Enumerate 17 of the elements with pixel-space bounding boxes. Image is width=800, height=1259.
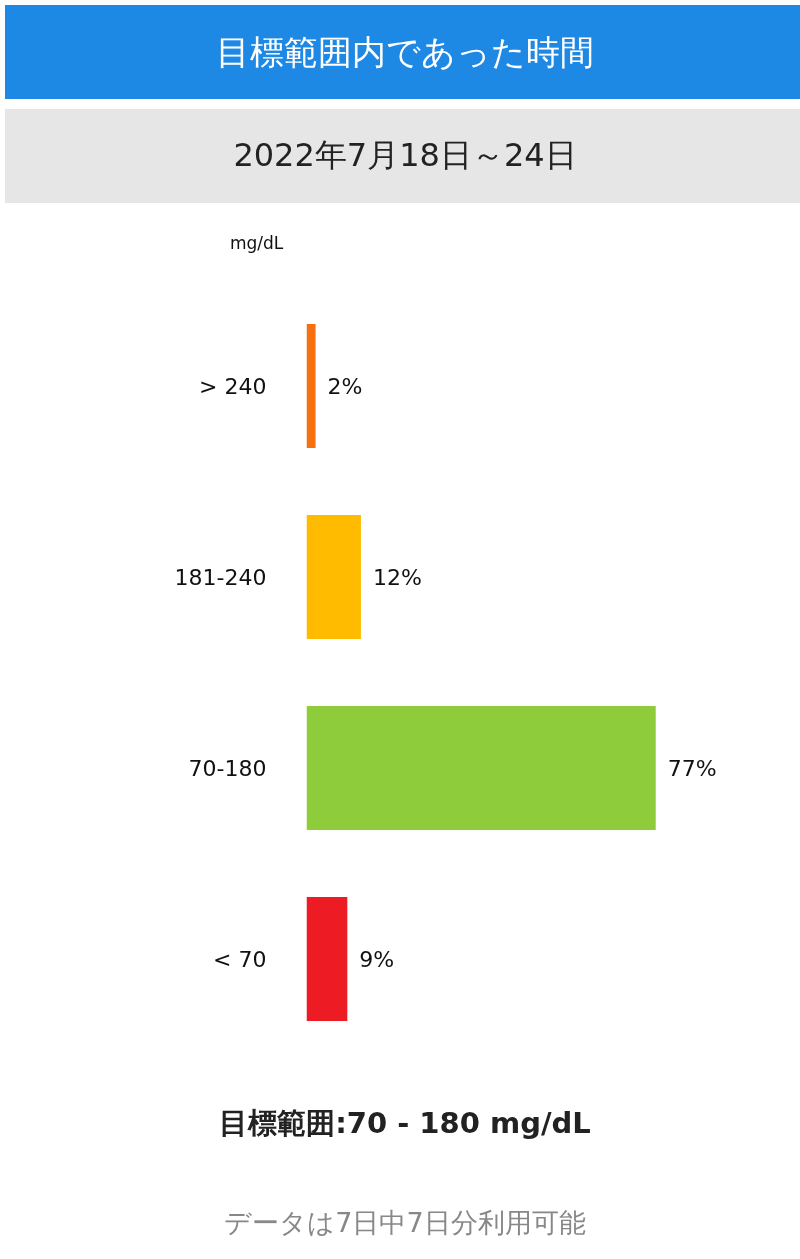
text: データは7日中7日分利用可能 bbox=[224, 1206, 586, 1240]
bar bbox=[306, 705, 656, 831]
y-tick-label: < 70 bbox=[213, 946, 267, 972]
y-tick-label: 70-180 bbox=[188, 755, 267, 781]
bar bbox=[306, 896, 348, 1022]
data-label: 9% bbox=[359, 946, 395, 972]
y-tick-label: 181-240 bbox=[174, 564, 267, 590]
data-label: 2% bbox=[327, 373, 363, 399]
chart-subtitle: 2022年7月18日～24日 bbox=[233, 135, 577, 177]
y-axis-title: mg/dL bbox=[230, 232, 284, 255]
bar bbox=[306, 514, 361, 640]
data-label: 77% bbox=[667, 755, 717, 781]
data-label: 12% bbox=[372, 564, 422, 590]
y-tick-label: > 240 bbox=[199, 373, 267, 399]
bar bbox=[306, 323, 316, 449]
chart-title: 目標範囲内であった時間 bbox=[216, 30, 594, 74]
text: 目標範囲:70 - 180 mg/dL bbox=[219, 1105, 591, 1142]
